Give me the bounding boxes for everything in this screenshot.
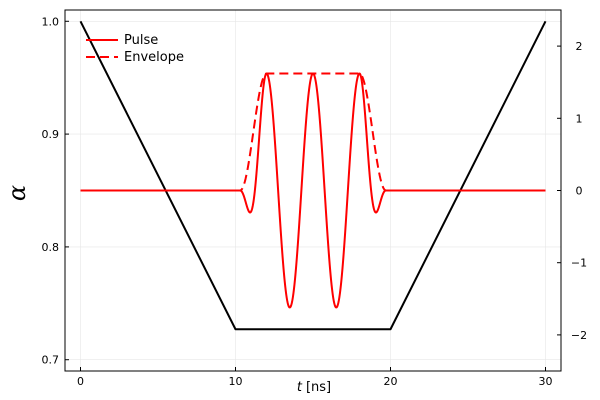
x-axis-label: t [ns] [297,380,331,395]
x-tick-label-3: 30 [539,375,553,388]
y-left-tick-label-2: 0.9 [42,128,60,141]
legend-label-envelope: Envelope [124,50,184,65]
x-axis-label-variable: t [297,380,303,395]
series-line-envelope [80,72,546,192]
y-right-tick-label-2: 0 [576,185,583,198]
legend-label-pulse: Pulse [124,33,158,48]
series-line-pulse [79,72,547,309]
y-right-tick-label-4: 2 [576,40,583,53]
y-left-tick-label-1: 0.8 [42,241,60,254]
x-axis: 0 10 20 30 [77,367,553,388]
y-axis-left: 0.7 0.8 0.9 1.0 [42,15,69,367]
x-axis-label-unit: [ns] [306,380,331,395]
y-left-tick-label-0: 0.7 [42,354,60,367]
y-right-tick-label-0: −2 [571,329,587,342]
y-right-tick-label-3: 1 [576,112,583,125]
x-tick-label-0: 0 [77,375,84,388]
y-left-tick-label-3: 1.0 [42,15,60,28]
grid-lines [65,10,561,371]
x-tick-label-1: 10 [229,375,243,388]
y-axis-right: −2 −1 0 1 2 [557,40,587,342]
series-layer [79,20,547,331]
y-right-tick-label-1: −1 [571,257,587,270]
series-line-alpha [79,20,547,331]
y-axis-label: α [3,185,31,201]
legend: Pulse Envelope [86,33,184,65]
x-tick-label-2: 20 [384,375,398,388]
